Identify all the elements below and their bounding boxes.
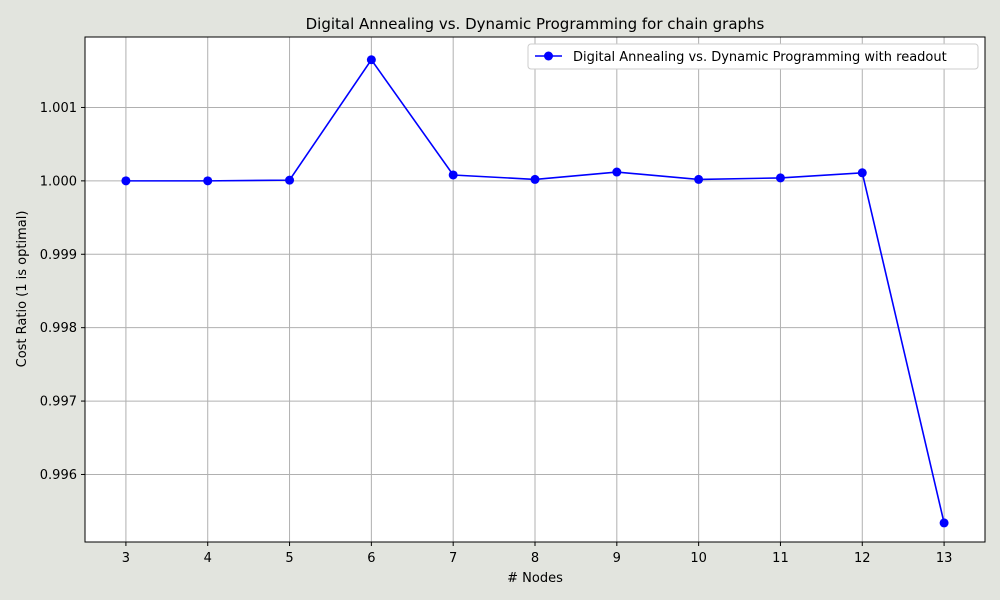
x-tick-label: 12 bbox=[854, 551, 871, 566]
y-tick-label: 1.000 bbox=[40, 174, 77, 189]
x-tick-label: 3 bbox=[122, 551, 130, 566]
legend: Digital Annealing vs. Dynamic Programmin… bbox=[527, 43, 979, 70]
x-tick-label: 13 bbox=[936, 551, 953, 566]
y-tick-label: 0.998 bbox=[40, 321, 77, 336]
x-tick-label: 5 bbox=[285, 551, 293, 566]
data-point bbox=[448, 170, 458, 180]
x-tick-label: 9 bbox=[613, 551, 621, 566]
ticks: 3 4 5 6 7 8 9 10 11 12 13 0.996 0.997 0.998 0.999 1.000… bbox=[40, 101, 953, 566]
data-point bbox=[612, 167, 622, 177]
x-tick-label: 4 bbox=[204, 551, 212, 566]
data-point bbox=[530, 174, 540, 184]
x-tick-label: 8 bbox=[531, 551, 539, 566]
data-point bbox=[285, 175, 295, 185]
data-point bbox=[203, 176, 213, 186]
data-point bbox=[939, 518, 949, 528]
y-tick-label: 1.001 bbox=[40, 101, 77, 116]
x-tick-label: 11 bbox=[772, 551, 789, 566]
data-point bbox=[775, 173, 785, 183]
y-axis-label: Cost Ratio (1 is optimal) bbox=[15, 211, 30, 368]
legend-box bbox=[527, 43, 979, 70]
data-point bbox=[857, 168, 867, 178]
x-tick-label: 10 bbox=[690, 551, 707, 566]
data-point bbox=[694, 174, 704, 184]
data-point bbox=[366, 55, 376, 65]
x-tick-label: 6 bbox=[367, 551, 375, 566]
legend-label: Digital Annealing vs. Dynamic Programmin… bbox=[573, 50, 947, 65]
y-tick-label: 0.997 bbox=[40, 395, 77, 410]
x-axis-label: # Nodes bbox=[507, 571, 563, 586]
chart-title: Digital Annealing vs. Dynamic Programmin… bbox=[306, 15, 765, 33]
x-tick-label: 7 bbox=[449, 551, 457, 566]
series-layer bbox=[121, 55, 949, 528]
y-tick-label: 0.999 bbox=[40, 248, 77, 263]
legend-marker bbox=[544, 51, 553, 61]
data-point bbox=[121, 176, 131, 186]
y-tick-label: 0.996 bbox=[40, 468, 77, 483]
